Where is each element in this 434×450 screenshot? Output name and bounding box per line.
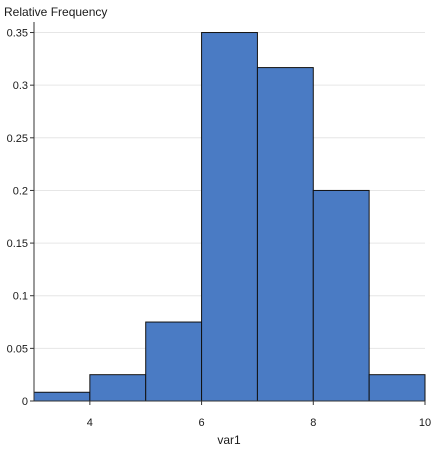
histogram-bars xyxy=(33,32,426,402)
y-tick-label-6: 0.3 xyxy=(13,80,28,92)
histogram-bar-6 xyxy=(368,374,426,402)
histogram-bar-2 xyxy=(145,321,203,402)
histogram-bar-3 xyxy=(201,32,258,402)
x-tick-label-0: 4 xyxy=(87,417,93,429)
x-tick-label-1: 6 xyxy=(199,417,205,429)
axes xyxy=(30,22,426,405)
chart-title: Relative Frequency xyxy=(4,5,107,19)
histogram-bar-0 xyxy=(33,391,91,402)
y-tick-label-1: 0.05 xyxy=(7,343,28,355)
y-tick-label-5: 0.25 xyxy=(7,133,28,145)
histogram-bar-4 xyxy=(256,67,314,402)
y-tick-label-4: 0.2 xyxy=(13,185,28,197)
y-tick-label-0: 0 xyxy=(22,396,28,408)
y-tick-label-3: 0.15 xyxy=(7,238,28,250)
x-tick-label-2: 8 xyxy=(310,417,316,429)
x-axis-label: var1 xyxy=(217,433,241,447)
tick-labels: 0 0.05 0.1 0.15 0.2 0.25 0.3 0.35 4 6 8 10 xyxy=(7,28,432,429)
x-tick-label-3: 10 xyxy=(419,417,431,429)
histogram-bar-1 xyxy=(89,374,147,402)
histogram-bar-5 xyxy=(312,189,370,402)
y-tick-label-7: 0.35 xyxy=(7,28,28,40)
y-tick-label-2: 0.1 xyxy=(13,291,28,303)
